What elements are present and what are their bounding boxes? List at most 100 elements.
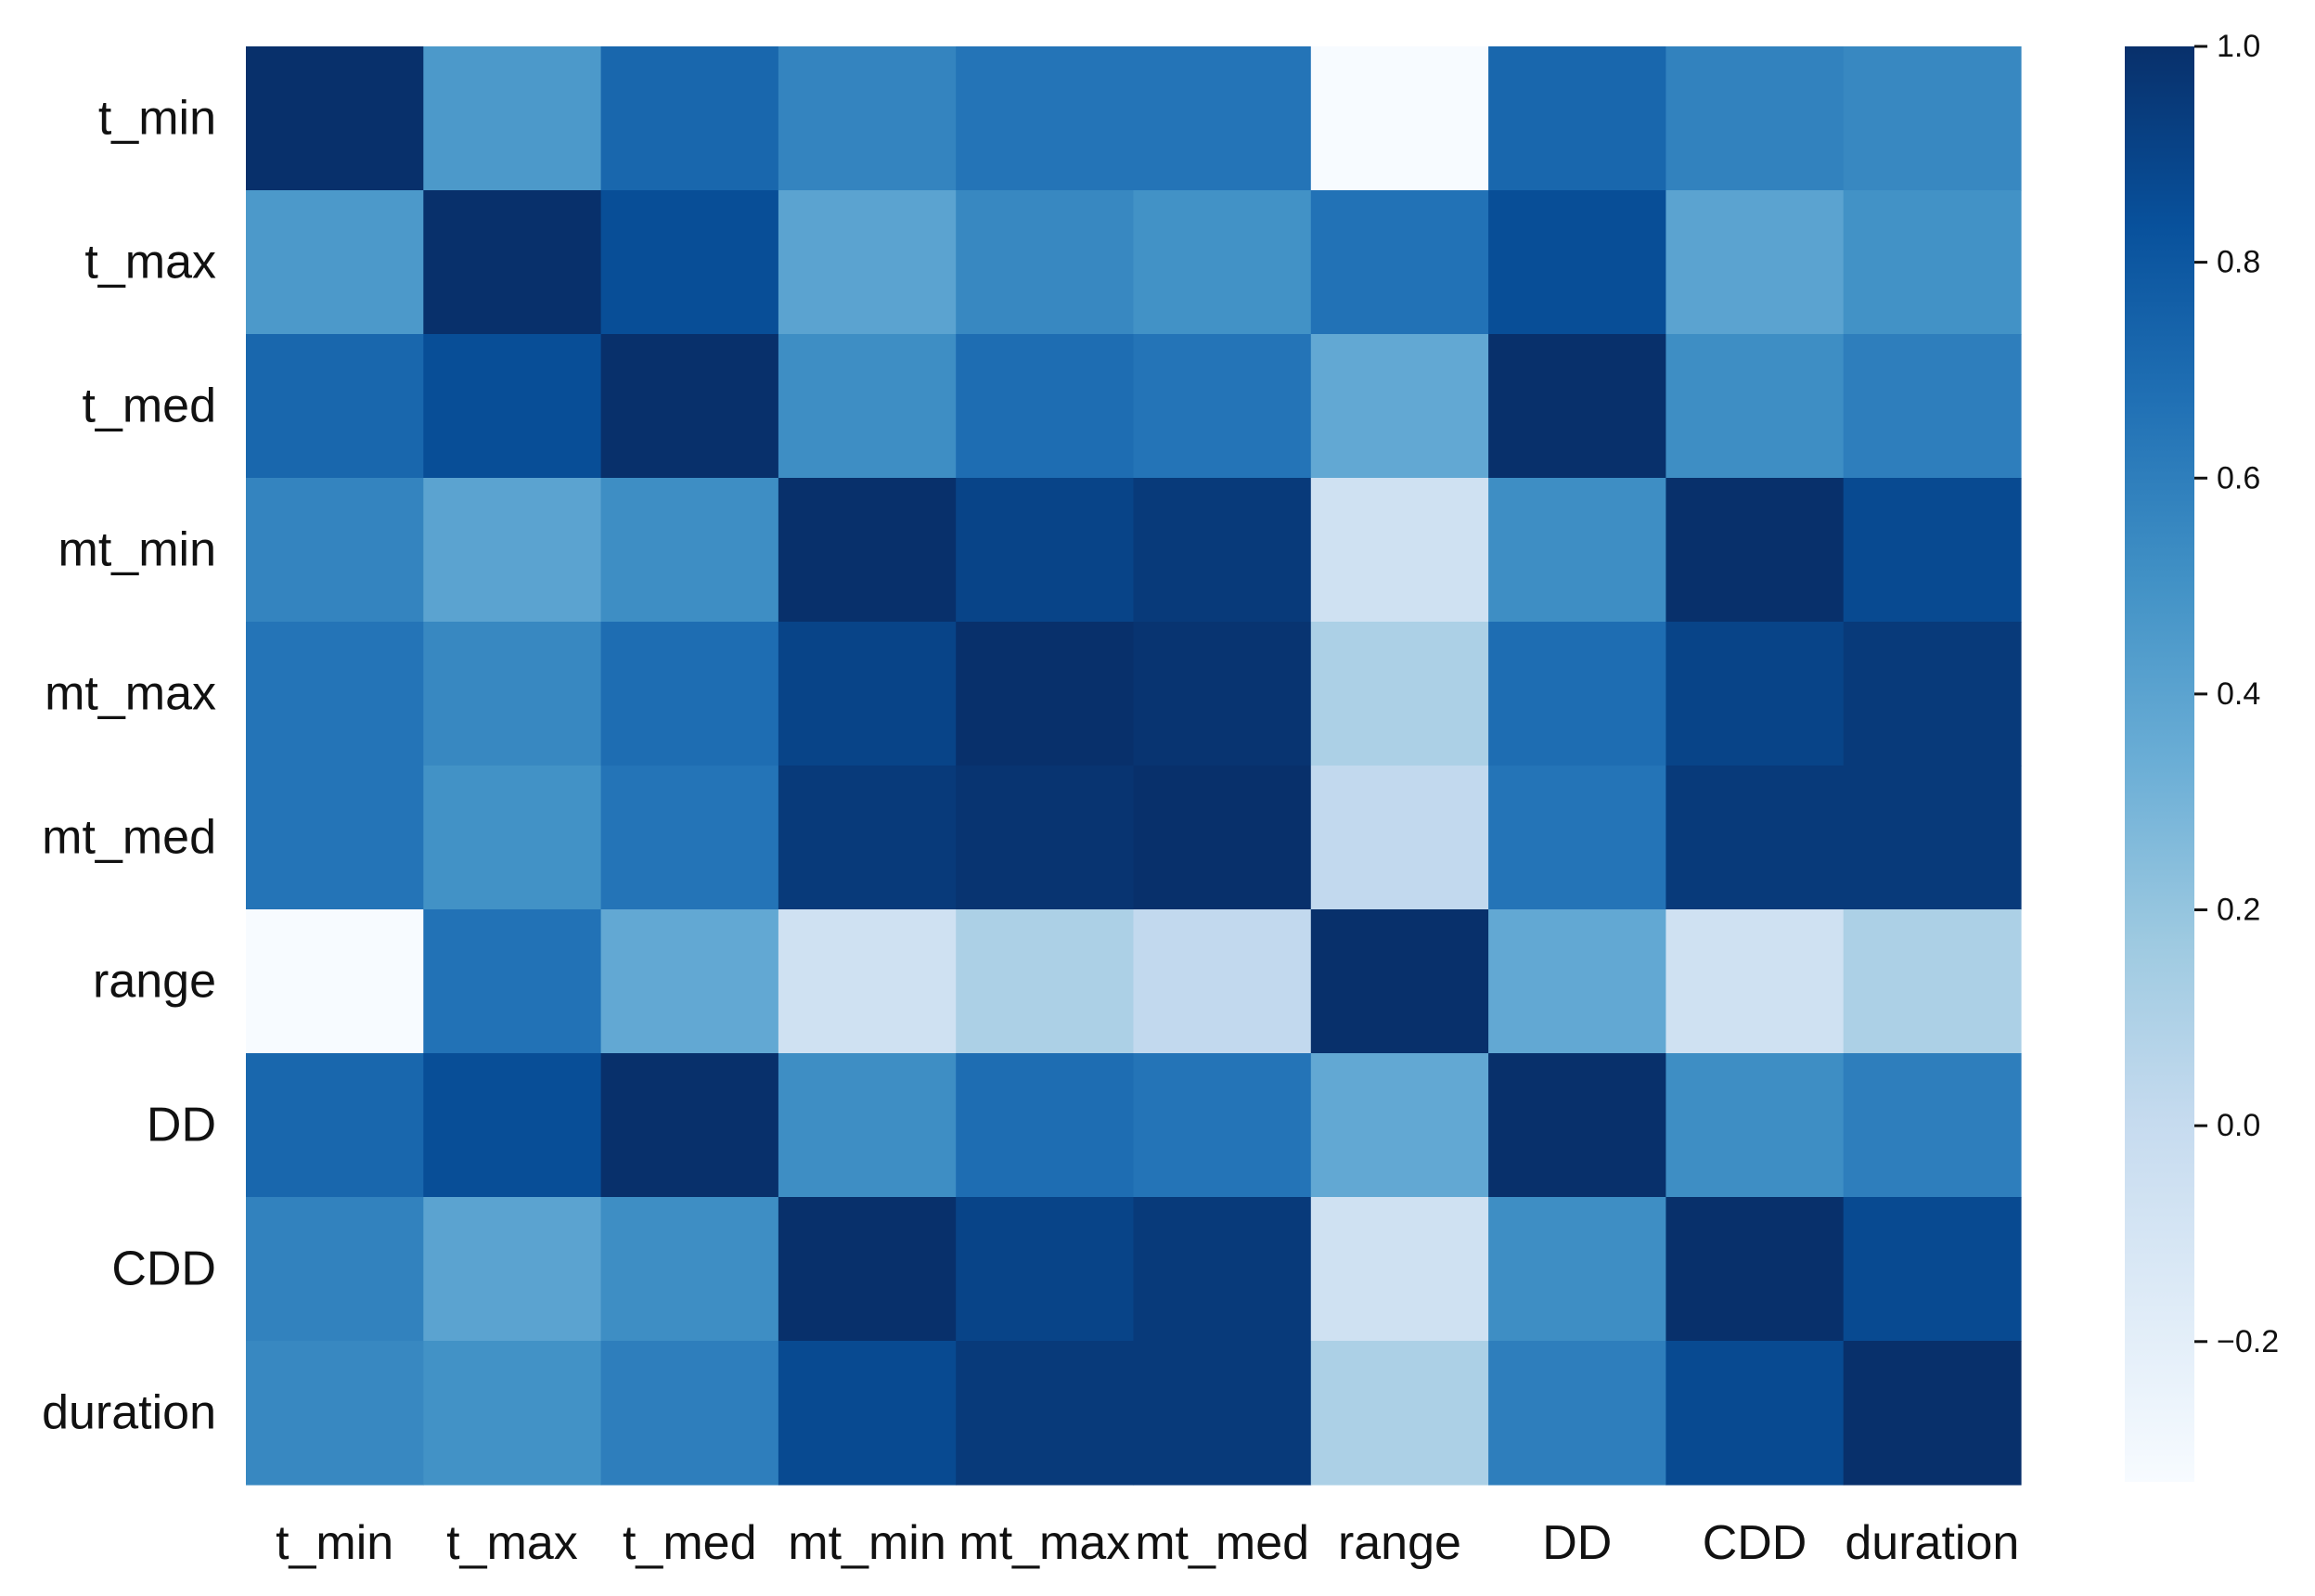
heatmap-cell-t_min-mt_min (778, 46, 957, 191)
colorbar-gradient (2125, 46, 2194, 1482)
heatmap-cell-t_med-t_max (423, 334, 602, 479)
colorbar-tick-label: 1.0 (2217, 29, 2260, 64)
heatmap-cell-mt_med-mt_med (1133, 766, 1312, 910)
heatmap-cell-mt_med-mt_max (956, 766, 1135, 910)
heatmap-cell-range-mt_min (778, 909, 957, 1054)
heatmap-cell-t_min-t_med (600, 46, 779, 191)
heatmap-cell-CDD-mt_med (1133, 1197, 1312, 1342)
heatmap-cell-mt_max-t_med (600, 622, 779, 766)
heatmap-cell-mt_max-t_min (246, 622, 424, 766)
column-label: DD (1542, 1516, 1612, 1570)
heatmap-cell-t_med-mt_med (1133, 334, 1312, 479)
heatmap-cell-mt_min-mt_max (956, 478, 1135, 623)
heatmap-cell-mt_med-t_min (246, 766, 424, 910)
heatmap-cell-mt_min-CDD (1666, 478, 1845, 623)
heatmap-cell-range-mt_med (1133, 909, 1312, 1054)
heatmap-cell-CDD-t_min (246, 1197, 424, 1342)
heatmap-cell-t_med-t_med (600, 334, 779, 479)
heatmap-cell-mt_min-t_med (600, 478, 779, 623)
heatmap-cell-mt_med-t_max (423, 766, 602, 910)
heatmap-cell-t_min-CDD (1666, 46, 1845, 191)
row-label: DD (147, 1099, 216, 1152)
row-label: t_max (84, 236, 216, 290)
row-label: range (93, 955, 216, 1009)
heatmap-cell-DD-mt_max (956, 1053, 1135, 1198)
heatmap-cell-range-DD (1488, 909, 1666, 1054)
heatmap-cell-CDD-CDD (1666, 1197, 1845, 1342)
heatmap-cell-duration-range (1310, 1341, 1489, 1486)
heatmap-cell-duration-CDD (1666, 1341, 1845, 1486)
heatmap-cell-range-range (1310, 909, 1489, 1054)
heatmap-cell-duration-duration (1843, 1341, 2022, 1486)
column-label: mt_med (1135, 1516, 1309, 1570)
heatmap-cell-t_max-range (1310, 190, 1489, 335)
column-label: mt_min (788, 1516, 945, 1570)
heatmap-cell-t_med-CDD (1666, 334, 1845, 479)
heatmap-cell-mt_max-mt_min (778, 622, 957, 766)
heatmap-cell-range-t_med (600, 909, 779, 1054)
row-label: duration (42, 1386, 216, 1440)
row-label: mt_min (58, 523, 216, 577)
heatmap-cell-CDD-mt_max (956, 1197, 1135, 1342)
heatmap-cell-mt_med-mt_min (778, 766, 957, 910)
heatmap-cell-CDD-mt_min (778, 1197, 957, 1342)
heatmap-cell-mt_med-range (1310, 766, 1489, 910)
heatmap-cell-DD-CDD (1666, 1053, 1845, 1198)
heatmap-cell-mt_max-CDD (1666, 622, 1845, 766)
column-label: range (1338, 1516, 1461, 1570)
heatmap-cell-DD-t_max (423, 1053, 602, 1198)
heatmap-cell-mt_max-t_max (423, 622, 602, 766)
heatmap-cell-DD-range (1310, 1053, 1489, 1198)
heatmap-cell-mt_med-DD (1488, 766, 1666, 910)
heatmap-cell-range-duration (1843, 909, 2022, 1054)
heatmap-cell-CDD-duration (1843, 1197, 2022, 1342)
column-label: mt_max (958, 1516, 1130, 1570)
heatmap-cell-range-t_max (423, 909, 602, 1054)
heatmap-cell-t_max-duration (1843, 190, 2022, 335)
heatmap-cell-CDD-range (1310, 1197, 1489, 1342)
heatmap-cell-t_min-t_min (246, 46, 424, 191)
colorbar-tick-label: 0.0 (2217, 1108, 2260, 1143)
heatmap-cell-t_max-CDD (1666, 190, 1845, 335)
heatmap-cell-DD-mt_min (778, 1053, 957, 1198)
row-label: mt_med (42, 811, 216, 865)
heatmap-cell-mt_min-t_max (423, 478, 602, 623)
heatmap-cell-mt_max-DD (1488, 622, 1666, 766)
row-label: t_med (82, 380, 216, 433)
colorbar-ticks: 1.0 0.8 0.6 0.4 0.2 0.0 −0.2 (2194, 29, 2279, 1359)
column-labels: t_min t_max t_med mt_min mt_max mt_med range DD… (276, 1516, 2019, 1570)
column-label: t_med (623, 1516, 757, 1570)
heatmap-cell-t_med-duration (1843, 334, 2022, 479)
colorbar-tick-label: −0.2 (2217, 1324, 2279, 1359)
heatmap-cell-mt_min-duration (1843, 478, 2022, 623)
heatmap-cell-t_min-mt_max (956, 46, 1135, 191)
colorbar-tick-label: 0.2 (2217, 893, 2260, 928)
heatmap-cell-mt_min-t_min (246, 478, 424, 623)
colorbar-tick-label: 0.6 (2217, 460, 2260, 496)
heatmap-cell-CDD-t_med (600, 1197, 779, 1342)
heatmap-cell-mt_max-duration (1843, 622, 2022, 766)
heatmap-cell-t_med-t_min (246, 334, 424, 479)
heatmap-cell-duration-t_med (600, 1341, 779, 1486)
heatmap-cell-duration-mt_min (778, 1341, 957, 1486)
heatmap-cell-t_max-t_max (423, 190, 602, 335)
heatmap-cell-mt_min-mt_min (778, 478, 957, 623)
heatmap-cell-t_max-mt_min (778, 190, 957, 335)
heatmap-cell-t_min-range (1310, 46, 1489, 191)
heatmap-cell-mt_min-DD (1488, 478, 1666, 623)
heatmap-cell-mt_min-range (1310, 478, 1489, 623)
heatmap-cell-mt_max-mt_med (1133, 622, 1312, 766)
row-label: mt_max (45, 667, 216, 721)
heatmap-cell-range-CDD (1666, 909, 1845, 1054)
heatmap-cell-mt_med-duration (1843, 766, 2022, 910)
heatmap-cell-t_min-t_max (423, 46, 602, 191)
colorbar: 1.0 0.8 0.6 0.4 0.2 0.0 −0.2 (2125, 29, 2279, 1482)
heatmap-cell-CDD-t_max (423, 1197, 602, 1342)
heatmap-cell-range-t_min (246, 909, 424, 1054)
heatmap-cell-mt_max-range (1310, 622, 1489, 766)
heatmap-cell-duration-t_max (423, 1341, 602, 1486)
heatmap-cell-mt_med-t_med (600, 766, 779, 910)
heatmap-cell-t_min-duration (1843, 46, 2022, 191)
